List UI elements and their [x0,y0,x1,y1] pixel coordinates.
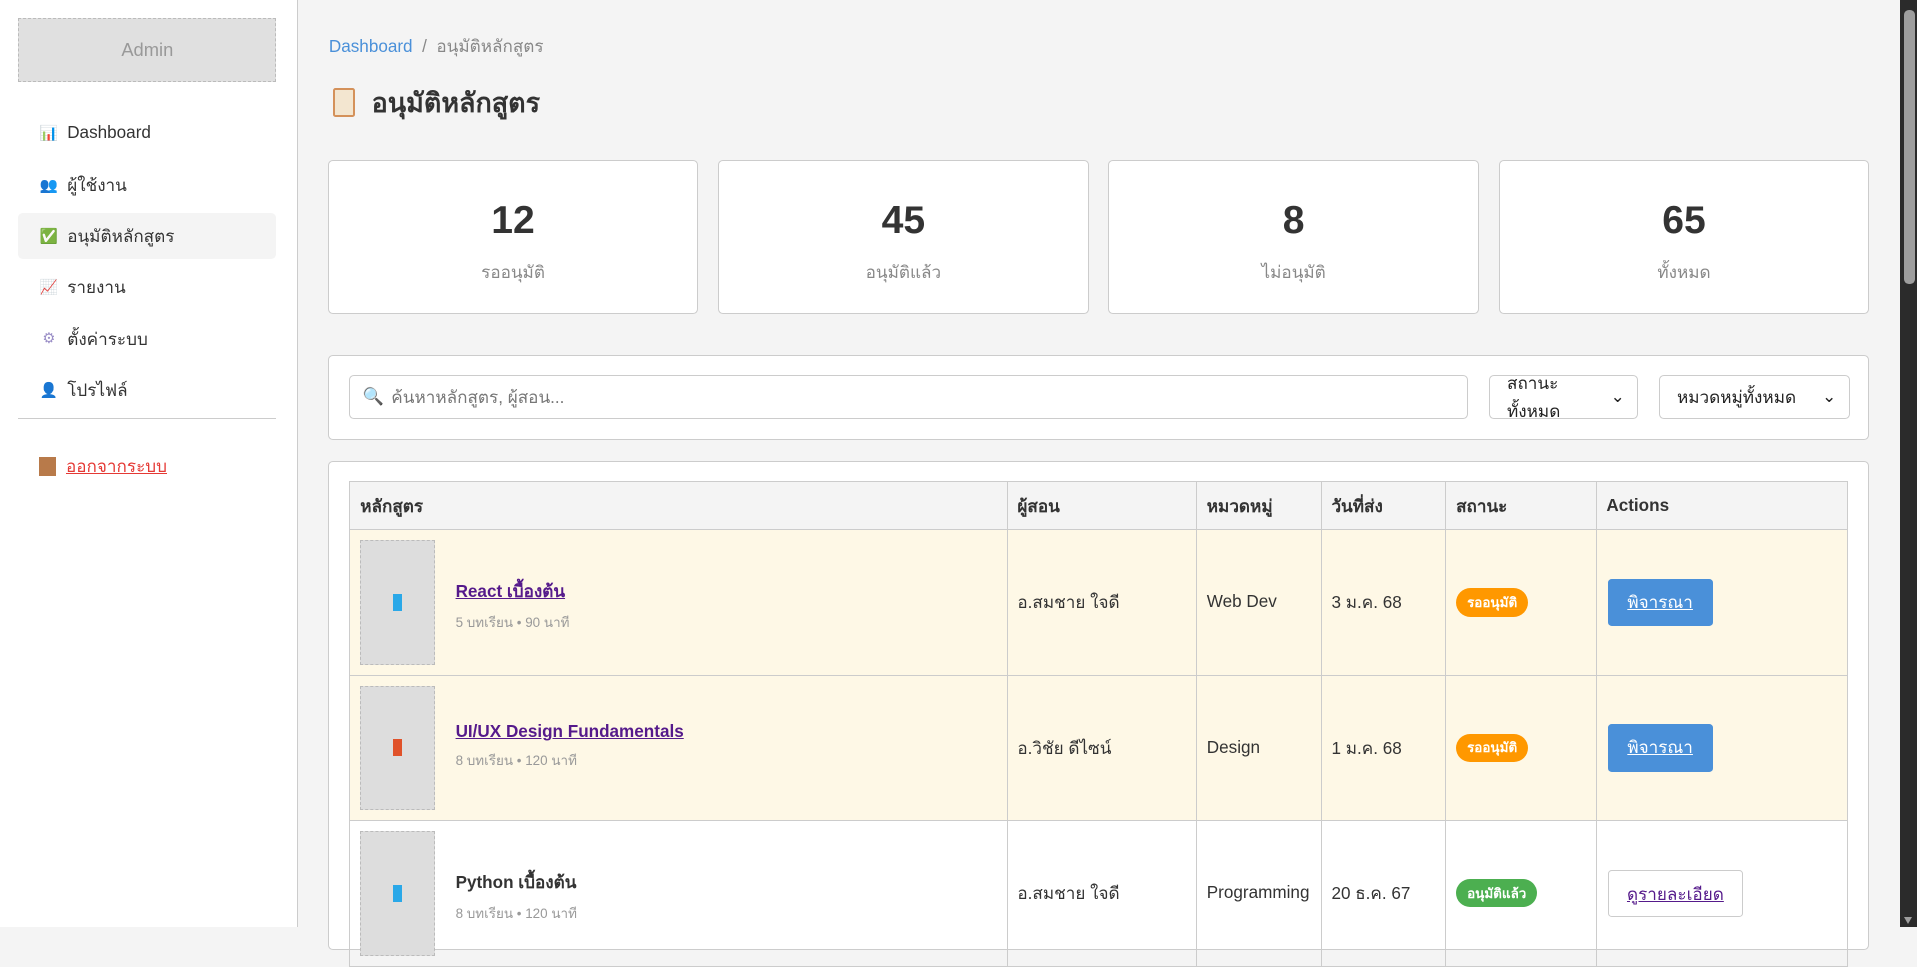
category-filter-select[interactable]: หมวดหมู่ทั้งหมด ⌄ [1658,375,1850,420]
status-filter-select[interactable]: สถานะทั้งหมด ⌄ [1488,374,1639,421]
status-badge: อนุมัติแล้ว [1456,879,1538,908]
course-name-link[interactable]: UI/UX Design Fundamentals [455,722,684,742]
sidebar-item-label: รายงาน [67,278,126,298]
instructor: อ.วิชัย ดีไซน์ [1006,674,1197,822]
breadcrumb-current: อนุมัติหลักสูตร [436,36,544,56]
course-name: Python เบื้องต้น [455,872,577,892]
sidebar-item-profile[interactable]: 👤 โปรไฟล์ [18,367,276,413]
scroll-down-arrow-icon[interactable] [1903,917,1912,924]
sidebar-nav: 📊 Dashboard 👥 ผู้ใช้งาน ✅ อนุมัติหลักสูตร 📈… [18,110,277,418]
book-icon [392,884,403,902]
stat-value: 45 [881,199,926,243]
filter-card: 🔍 ค้นหาหลักสูตร, ผู้สอน... สถานะทั้งหมด ⌄ … [327,354,1870,441]
door-icon [39,456,57,477]
check-icon: ✅ [39,228,58,245]
breadcrumb: Dashboard / อนุมัติหลักสูตร [329,32,544,60]
sidebar-item-settings[interactable]: ⚙ ตั้งค่าระบบ [18,315,276,361]
page-title-text: อนุมัติหลักสูตร [371,87,541,118]
course-thumbnail [360,830,435,956]
course-thumbnail [360,540,435,665]
table-header-row: หลักสูตร ผู้สอน หมวดหมู่ วันที่ส่ง สถานะ… [349,481,1849,531]
table-row: React เบื้องต้น 5 บทเรียน • 90 นาที อ.สมช… [349,529,1849,676]
book-icon [392,739,403,757]
logout-label: ออกจากระบบ [65,457,167,477]
stat-value: 12 [491,199,535,243]
view-details-button[interactable]: ดูรายละเอียด [1607,869,1744,918]
status-filter-value: สถานะทั้งหมด [1507,374,1561,422]
header-actions: Actions [1595,481,1849,531]
chevron-down-icon: ⌄ [1610,387,1625,407]
review-button[interactable]: พิจารณา [1607,724,1713,772]
status-badge: รออนุมัติ [1456,588,1529,617]
gear-icon: ⚙ [42,331,56,348]
stat-label: ทั้งหมด [1657,262,1711,282]
sidebar-item-label: Dashboard [67,123,151,143]
submit-date: 20 ธ.ค. 67 [1320,820,1447,967]
table-row: UI/UX Design Fundamentals 8 บทเรียน • 120… [349,674,1849,822]
table-row: Python เบื้องต้น 8 บทเรียน • 120 นาที อ.ส… [349,820,1849,967]
course-meta: 8 บทเรียน • 120 นาที [455,752,577,768]
instructor: อ.สมชาย ใจดี [1006,820,1197,967]
search-input[interactable]: 🔍 ค้นหาหลักสูตร, ผู้สอน... [349,375,1469,420]
user-icon: 👤 [39,382,58,399]
sidebar-item-label: ตั้งค่าระบบ [67,329,148,349]
stat-label: อนุมัติแล้ว [865,262,942,282]
category: Web Dev [1196,529,1322,676]
page-scrollbar[interactable] [1899,0,1917,927]
stat-label: รออนุมัติ [481,262,545,282]
sidebar-item-label: ผู้ใช้งาน [67,175,127,195]
submit-date: 1 ม.ค. 68 [1320,674,1447,822]
category: Programming [1196,820,1322,967]
stat-card-total: 65 ทั้งหมด [1498,160,1870,315]
header-course: หลักสูตร [349,481,1008,531]
stat-card-pending: 12 รออนุมัติ [327,160,699,315]
sidebar-item-reports[interactable]: 📈 รายงาน [18,264,276,310]
users-icon: 👥 [39,177,58,194]
review-button[interactable]: พิจารณา [1607,578,1713,627]
header-instructor: ผู้สอน [1006,481,1197,531]
course-name-link[interactable]: React เบื้องต้น [455,581,566,601]
stat-card-approved: 45 อนุมัติแล้ว [717,160,1089,315]
search-icon: 🔍 [362,387,384,407]
submit-date: 3 ม.ค. 68 [1320,529,1447,676]
page-title: อนุมัติหลักสูตร [332,81,541,124]
chevron-down-icon: ⌄ [1822,387,1837,407]
sidebar-item-course-approval[interactable]: ✅ อนุมัติหลักสูตร [18,212,277,260]
stats-row: 12 รออนุมัติ 45 อนุมัติแล้ว 8 ไม่อนุมัติ 65… [327,160,1870,315]
course-meta: 8 บทเรียน • 120 นาที [455,905,577,921]
admin-logo: Admin [18,18,277,82]
course-meta: 5 บทเรียน • 90 นาที [455,615,570,631]
sidebar: Admin 📊 Dashboard 👥 ผู้ใช้งาน ✅ อนุมัติหลัก… [0,0,299,927]
stat-label: ไม่อนุมัติ [1261,262,1326,282]
sidebar-item-users[interactable]: 👥 ผู้ใช้งาน [18,161,276,207]
category-filter-value: หมวดหมู่ทั้งหมด [1676,388,1797,408]
line-chart-icon: 📈 [39,280,58,297]
header-date: วันที่ส่ง [1320,481,1447,531]
scrollbar-thumb[interactable] [1903,9,1915,284]
instructor: อ.สมชาย ใจดี [1006,529,1197,676]
category: Design [1196,674,1322,822]
book-icon [392,593,403,611]
stat-value: 8 [1282,199,1305,243]
status-badge: รออนุมัติ [1456,733,1529,762]
header-category: หมวดหมู่ [1196,481,1322,531]
header-status: สถานะ [1445,481,1597,531]
sidebar-divider [18,418,277,419]
breadcrumb-separator: / [422,36,427,56]
stat-card-rejected: 8 ไม่อนุมัติ [1108,160,1480,315]
course-thumbnail [360,685,435,811]
sidebar-item-label: อนุมัติหลักสูตร [67,226,175,246]
sidebar-item-dashboard[interactable]: 📊 Dashboard [18,110,276,156]
sidebar-item-label: โปรไฟล์ [67,380,128,400]
stat-value: 65 [1662,199,1706,243]
courses-table: หลักสูตร ผู้สอน หมวดหมู่ วันที่ส่ง สถานะ… [349,481,1849,967]
courses-table-card: หลักสูตร ผู้สอน หมวดหมู่ วันที่ส่ง สถานะ… [327,460,1870,967]
logout-link[interactable]: ออกจากระบบ [39,452,167,480]
search-placeholder: ค้นหาหลักสูตร, ผู้สอน... [391,388,565,408]
bar-chart-icon: 📊 [39,126,58,143]
clipboard-icon [332,87,355,117]
breadcrumb-home-link[interactable]: Dashboard [328,36,413,56]
